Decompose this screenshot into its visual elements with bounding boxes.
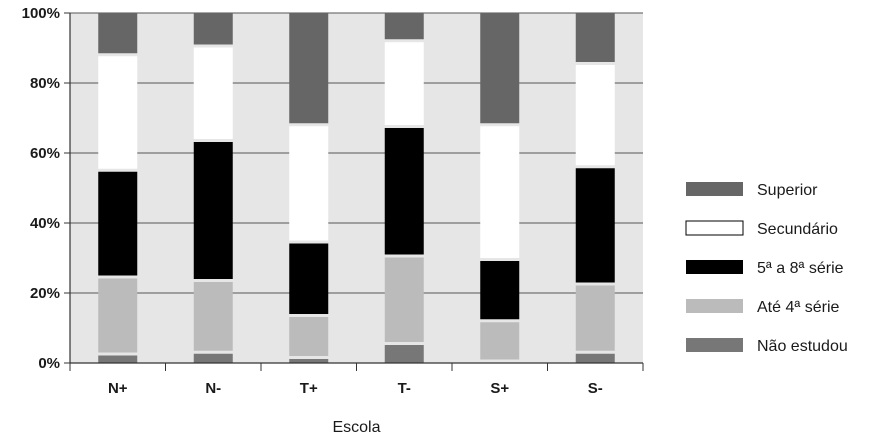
- legend-label: 5ª a 8ª série: [757, 260, 844, 277]
- bar-segment: [289, 243, 329, 314]
- legend-label: Secundário: [757, 221, 838, 238]
- bar-segment: [384, 13, 424, 40]
- bar-segment: [480, 322, 520, 360]
- bar-segment: [575, 168, 615, 283]
- legend-swatch: [686, 299, 743, 313]
- bar-segment: [384, 257, 424, 342]
- bar-segment: [193, 353, 233, 363]
- bar-segment: [575, 65, 615, 166]
- gridlines: [70, 12, 643, 294]
- legend-label: Até 4ª série: [757, 299, 840, 316]
- bar-segment: [575, 13, 615, 62]
- x-tick-label: S-: [588, 380, 603, 397]
- x-tick-label: T+: [300, 380, 318, 397]
- y-tick-label: 80%: [30, 75, 60, 92]
- x-tick-label: S+: [490, 380, 509, 397]
- bar-segment: [480, 261, 520, 320]
- y-tick-label: 100%: [22, 5, 60, 22]
- bar-segment: [98, 278, 138, 353]
- bar-segment: [575, 285, 615, 351]
- bar-segment: [98, 355, 138, 363]
- bars: [98, 13, 615, 363]
- bar-segment: [289, 359, 329, 363]
- legend-swatch: [686, 338, 743, 352]
- y-axis: 0% 20% 40% 60% 80% 100%: [22, 5, 71, 372]
- x-tick-label: N-: [205, 380, 221, 397]
- bar-segment: [98, 171, 138, 276]
- y-tick-label: 40%: [30, 215, 60, 232]
- legend-swatch: [685, 220, 744, 236]
- bar-segment: [289, 126, 329, 241]
- bar-segment: [98, 13, 138, 54]
- bar-segment: [480, 126, 520, 258]
- y-tick-label: 20%: [30, 285, 60, 302]
- bar-segment: [98, 56, 138, 169]
- bar-segment: [193, 282, 233, 351]
- plot-background: [70, 13, 643, 363]
- legend-label: Não estudou: [757, 338, 848, 355]
- legend-swatch: [686, 260, 743, 274]
- x-axis-title: Escola: [332, 419, 380, 436]
- y-tick-label: 0%: [38, 355, 60, 372]
- bar-segment: [384, 345, 424, 363]
- bar-segment: [193, 13, 233, 45]
- bar-segment: [384, 128, 424, 255]
- x-tick-label: T-: [398, 380, 411, 397]
- y-tick-label: 60%: [30, 145, 60, 162]
- bar-segment: [193, 47, 233, 139]
- bar-segment: [575, 353, 615, 363]
- bar-segment: [480, 13, 520, 124]
- bar-segment: [289, 317, 329, 356]
- legend-swatch: [686, 182, 743, 196]
- bar-segment: [193, 142, 233, 279]
- bar-segment: [384, 42, 424, 125]
- legend: Superior Secundário 5ª a 8ª série Até 4ª sé…: [685, 182, 848, 355]
- legend-label: Superior: [757, 182, 818, 199]
- x-tick-label: N+: [108, 380, 128, 397]
- x-axis: N+ N- T+ T- S+ S-: [69, 362, 644, 397]
- bar-segment: [289, 13, 329, 124]
